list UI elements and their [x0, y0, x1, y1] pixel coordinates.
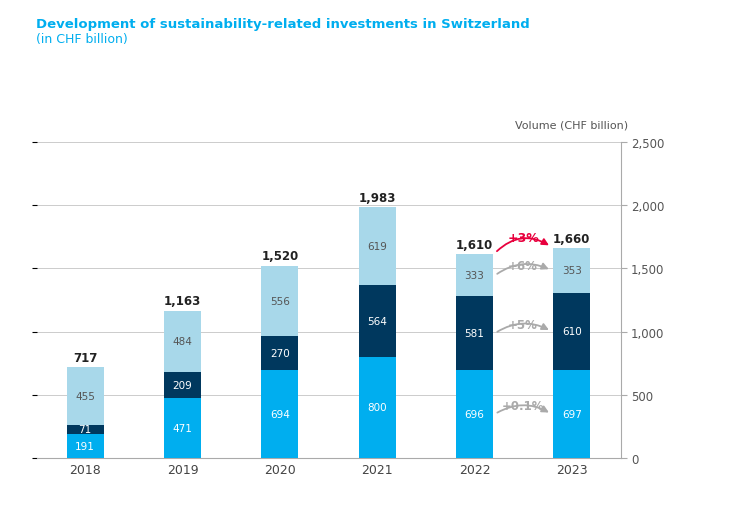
Legend: Funds, Mandates, Asset Owners: Funds, Mandates, Asset Owners [42, 505, 320, 509]
Bar [456, 370, 493, 458]
Bar [358, 357, 396, 458]
Text: 471: 471 [172, 423, 193, 433]
Text: 1,983: 1,983 [358, 191, 396, 204]
Bar [164, 311, 201, 372]
Bar [261, 336, 299, 371]
Text: 209: 209 [172, 380, 193, 390]
Text: 353: 353 [562, 266, 582, 276]
Text: 697: 697 [562, 409, 582, 419]
Bar [553, 293, 591, 370]
Bar [164, 372, 201, 399]
Text: +3%: +3% [507, 232, 539, 245]
Bar [66, 434, 104, 458]
Bar [164, 399, 201, 458]
Bar [456, 297, 493, 370]
Text: Development of sustainability-related investments in Switzerland: Development of sustainability-related in… [36, 18, 530, 31]
Text: 191: 191 [75, 441, 95, 451]
Bar [553, 370, 591, 458]
Text: 270: 270 [270, 349, 290, 358]
Text: (in CHF billion): (in CHF billion) [36, 33, 128, 46]
Text: 1,610: 1,610 [456, 238, 493, 251]
Text: 717: 717 [73, 351, 97, 364]
Text: 1,520: 1,520 [261, 250, 299, 263]
Text: +5%: +5% [508, 319, 538, 331]
Text: 71: 71 [79, 425, 92, 435]
Bar [456, 255, 493, 297]
Text: 694: 694 [270, 409, 290, 419]
Bar [358, 208, 396, 286]
Bar [66, 425, 104, 434]
Bar [358, 286, 396, 357]
Text: 556: 556 [270, 296, 290, 306]
Text: 484: 484 [172, 337, 193, 347]
Text: 581: 581 [464, 329, 485, 338]
Text: Volume (CHF billion): Volume (CHF billion) [515, 120, 628, 130]
Bar [66, 367, 104, 425]
Text: 800: 800 [367, 403, 387, 413]
Text: 1,660: 1,660 [553, 232, 591, 245]
Text: +0.1%: +0.1% [502, 400, 545, 412]
Text: 333: 333 [464, 271, 485, 281]
Text: +6%: +6% [508, 260, 538, 273]
Text: 610: 610 [562, 327, 582, 336]
Text: 696: 696 [464, 409, 485, 419]
Text: 619: 619 [367, 242, 387, 252]
Text: 455: 455 [75, 391, 95, 401]
Text: 564: 564 [367, 317, 387, 326]
Text: 1,163: 1,163 [164, 295, 201, 307]
Bar [261, 371, 299, 458]
Bar [553, 248, 591, 293]
Bar [261, 266, 299, 336]
